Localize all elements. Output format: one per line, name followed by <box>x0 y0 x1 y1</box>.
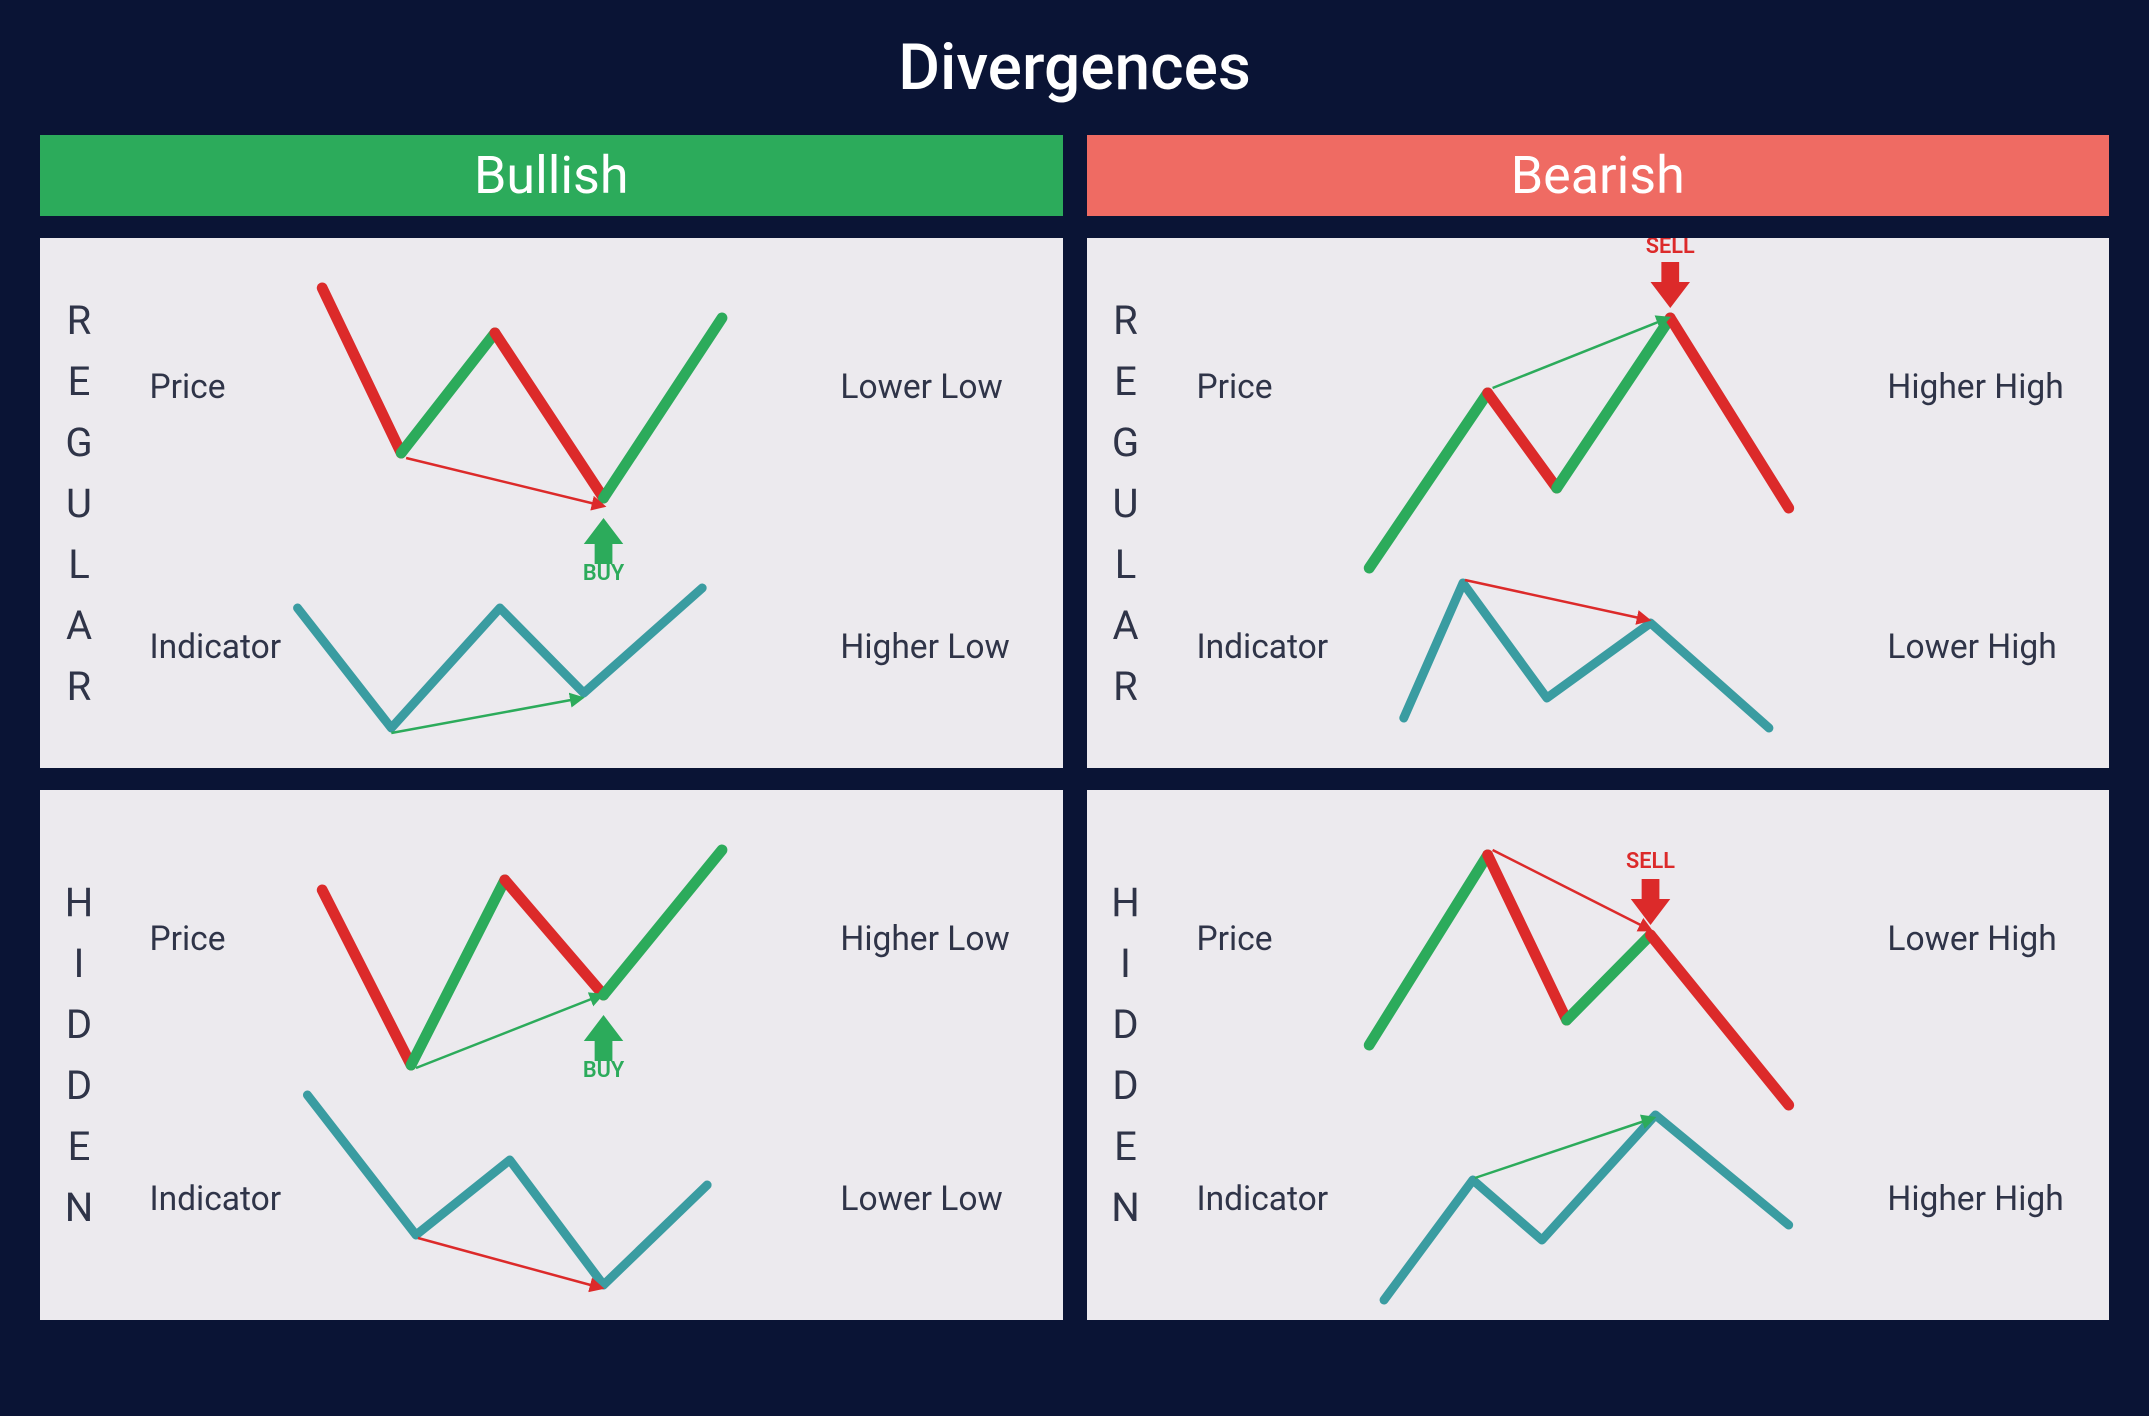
svg-text:Lower High: Lower High <box>1887 628 2056 667</box>
svg-text:Price: Price <box>1196 920 1272 959</box>
vlabel-char: I <box>1120 940 1131 987</box>
svg-text:Price: Price <box>149 368 225 407</box>
vlabel-char: R <box>67 297 92 344</box>
svg-text:Indicator: Indicator <box>1196 1180 1328 1219</box>
main-title: Divergences <box>40 30 2109 105</box>
svg-text:Indicator: Indicator <box>149 628 281 667</box>
svg-text:Indicator: Indicator <box>1196 628 1328 667</box>
svg-text:BUY: BUY <box>583 561 625 586</box>
vlabel-char: D <box>1112 1001 1138 1048</box>
vlabel-char: A <box>66 602 92 649</box>
svg-text:Indicator: Indicator <box>149 1180 281 1219</box>
vlabel-char: L <box>1115 541 1137 588</box>
vlabel-char: U <box>66 480 92 527</box>
infographic-wrapper: Divergences Bullish Bearish REGULAR BUYP… <box>0 0 2149 1372</box>
vlabel-char: E <box>1114 358 1137 405</box>
panel-body: BUY Price Indicator Higher Low Lower Low <box>110 790 1063 1320</box>
svg-text:Price: Price <box>1196 368 1272 407</box>
row-hidden: HIDDEN BUYPriceIndicatorHigher LowLower … <box>40 790 2109 1320</box>
panel-body: SELL Price Indicator Higher High Lower High <box>1157 238 2110 768</box>
vlabel-char: E <box>1114 1123 1137 1170</box>
vlabel-char: R <box>1113 663 1138 710</box>
vlabel-char: R <box>1113 297 1138 344</box>
vlabel-char: A <box>1112 602 1138 649</box>
vlabel-char: N <box>65 1184 94 1231</box>
svg-text:Higher Low: Higher Low <box>840 628 1009 667</box>
svg-text:SELL: SELL <box>1626 849 1675 874</box>
vlabel-char: H <box>65 879 94 926</box>
vlabel-char: G <box>65 419 92 466</box>
panel-svg: SELL Price Indicator Higher High Lower High <box>1157 238 2110 768</box>
vlabel-char: R <box>67 663 92 710</box>
vlabel-char: D <box>66 1001 92 1048</box>
vlabel-char: G <box>1112 419 1139 466</box>
panel-regular-bearish: REGULAR SELLPriceIndicatorHigher HighLow… <box>1087 238 2110 768</box>
vlabel-regular: REGULAR <box>40 238 110 768</box>
panel-regular-bullish: REGULAR BUYPriceIndicatorLower LowHigher… <box>40 238 1063 768</box>
vlabel-regular: REGULAR <box>1087 238 1157 768</box>
svg-text:Lower Low: Lower Low <box>840 1180 1002 1219</box>
panel-svg: SELL Price Indicator Lower High Higher High <box>1157 790 2110 1320</box>
svg-text:Higher Low: Higher Low <box>840 920 1009 959</box>
bearish-header: Bearish <box>1087 135 2110 216</box>
vlabel-char: L <box>68 541 90 588</box>
svg-text:Higher High: Higher High <box>1887 1180 2063 1219</box>
panel-body: SELL Price Indicator Lower High Higher High <box>1157 790 2110 1320</box>
vlabel-char: E <box>68 1123 91 1170</box>
svg-text:SELL: SELL <box>1645 238 1694 259</box>
vlabel-char: D <box>66 1062 92 1109</box>
vlabel-char: N <box>1111 1184 1140 1231</box>
svg-text:Lower High: Lower High <box>1887 920 2056 959</box>
panel-body: BUY Price Indicator Lower Low Higher Low <box>110 238 1063 768</box>
vlabel-char: I <box>74 940 85 987</box>
panel-hidden-bearish: HIDDEN SELLPriceIndicatorLower HighHighe… <box>1087 790 2110 1320</box>
svg-text:BUY: BUY <box>583 1058 625 1083</box>
vlabel-hidden: HIDDEN <box>40 790 110 1320</box>
vlabel-char: E <box>68 358 91 405</box>
bullish-header: Bullish <box>40 135 1063 216</box>
svg-text:Price: Price <box>149 920 225 959</box>
panel-svg: BUY Price Indicator Lower Low Higher Low <box>110 238 1063 768</box>
panel-hidden-bullish: HIDDEN BUYPriceIndicatorHigher LowLower … <box>40 790 1063 1320</box>
svg-text:Higher High: Higher High <box>1887 368 2063 407</box>
vlabel-hidden: HIDDEN <box>1087 790 1157 1320</box>
vlabel-char: H <box>1111 879 1140 926</box>
panel-svg: BUY Price Indicator Higher Low Lower Low <box>110 790 1063 1320</box>
row-regular: REGULAR BUYPriceIndicatorLower LowHigher… <box>40 238 2109 768</box>
vlabel-char: D <box>1112 1062 1138 1109</box>
column-headers: Bullish Bearish <box>40 135 2109 216</box>
svg-text:Lower Low: Lower Low <box>840 368 1002 407</box>
vlabel-char: U <box>1113 480 1139 527</box>
